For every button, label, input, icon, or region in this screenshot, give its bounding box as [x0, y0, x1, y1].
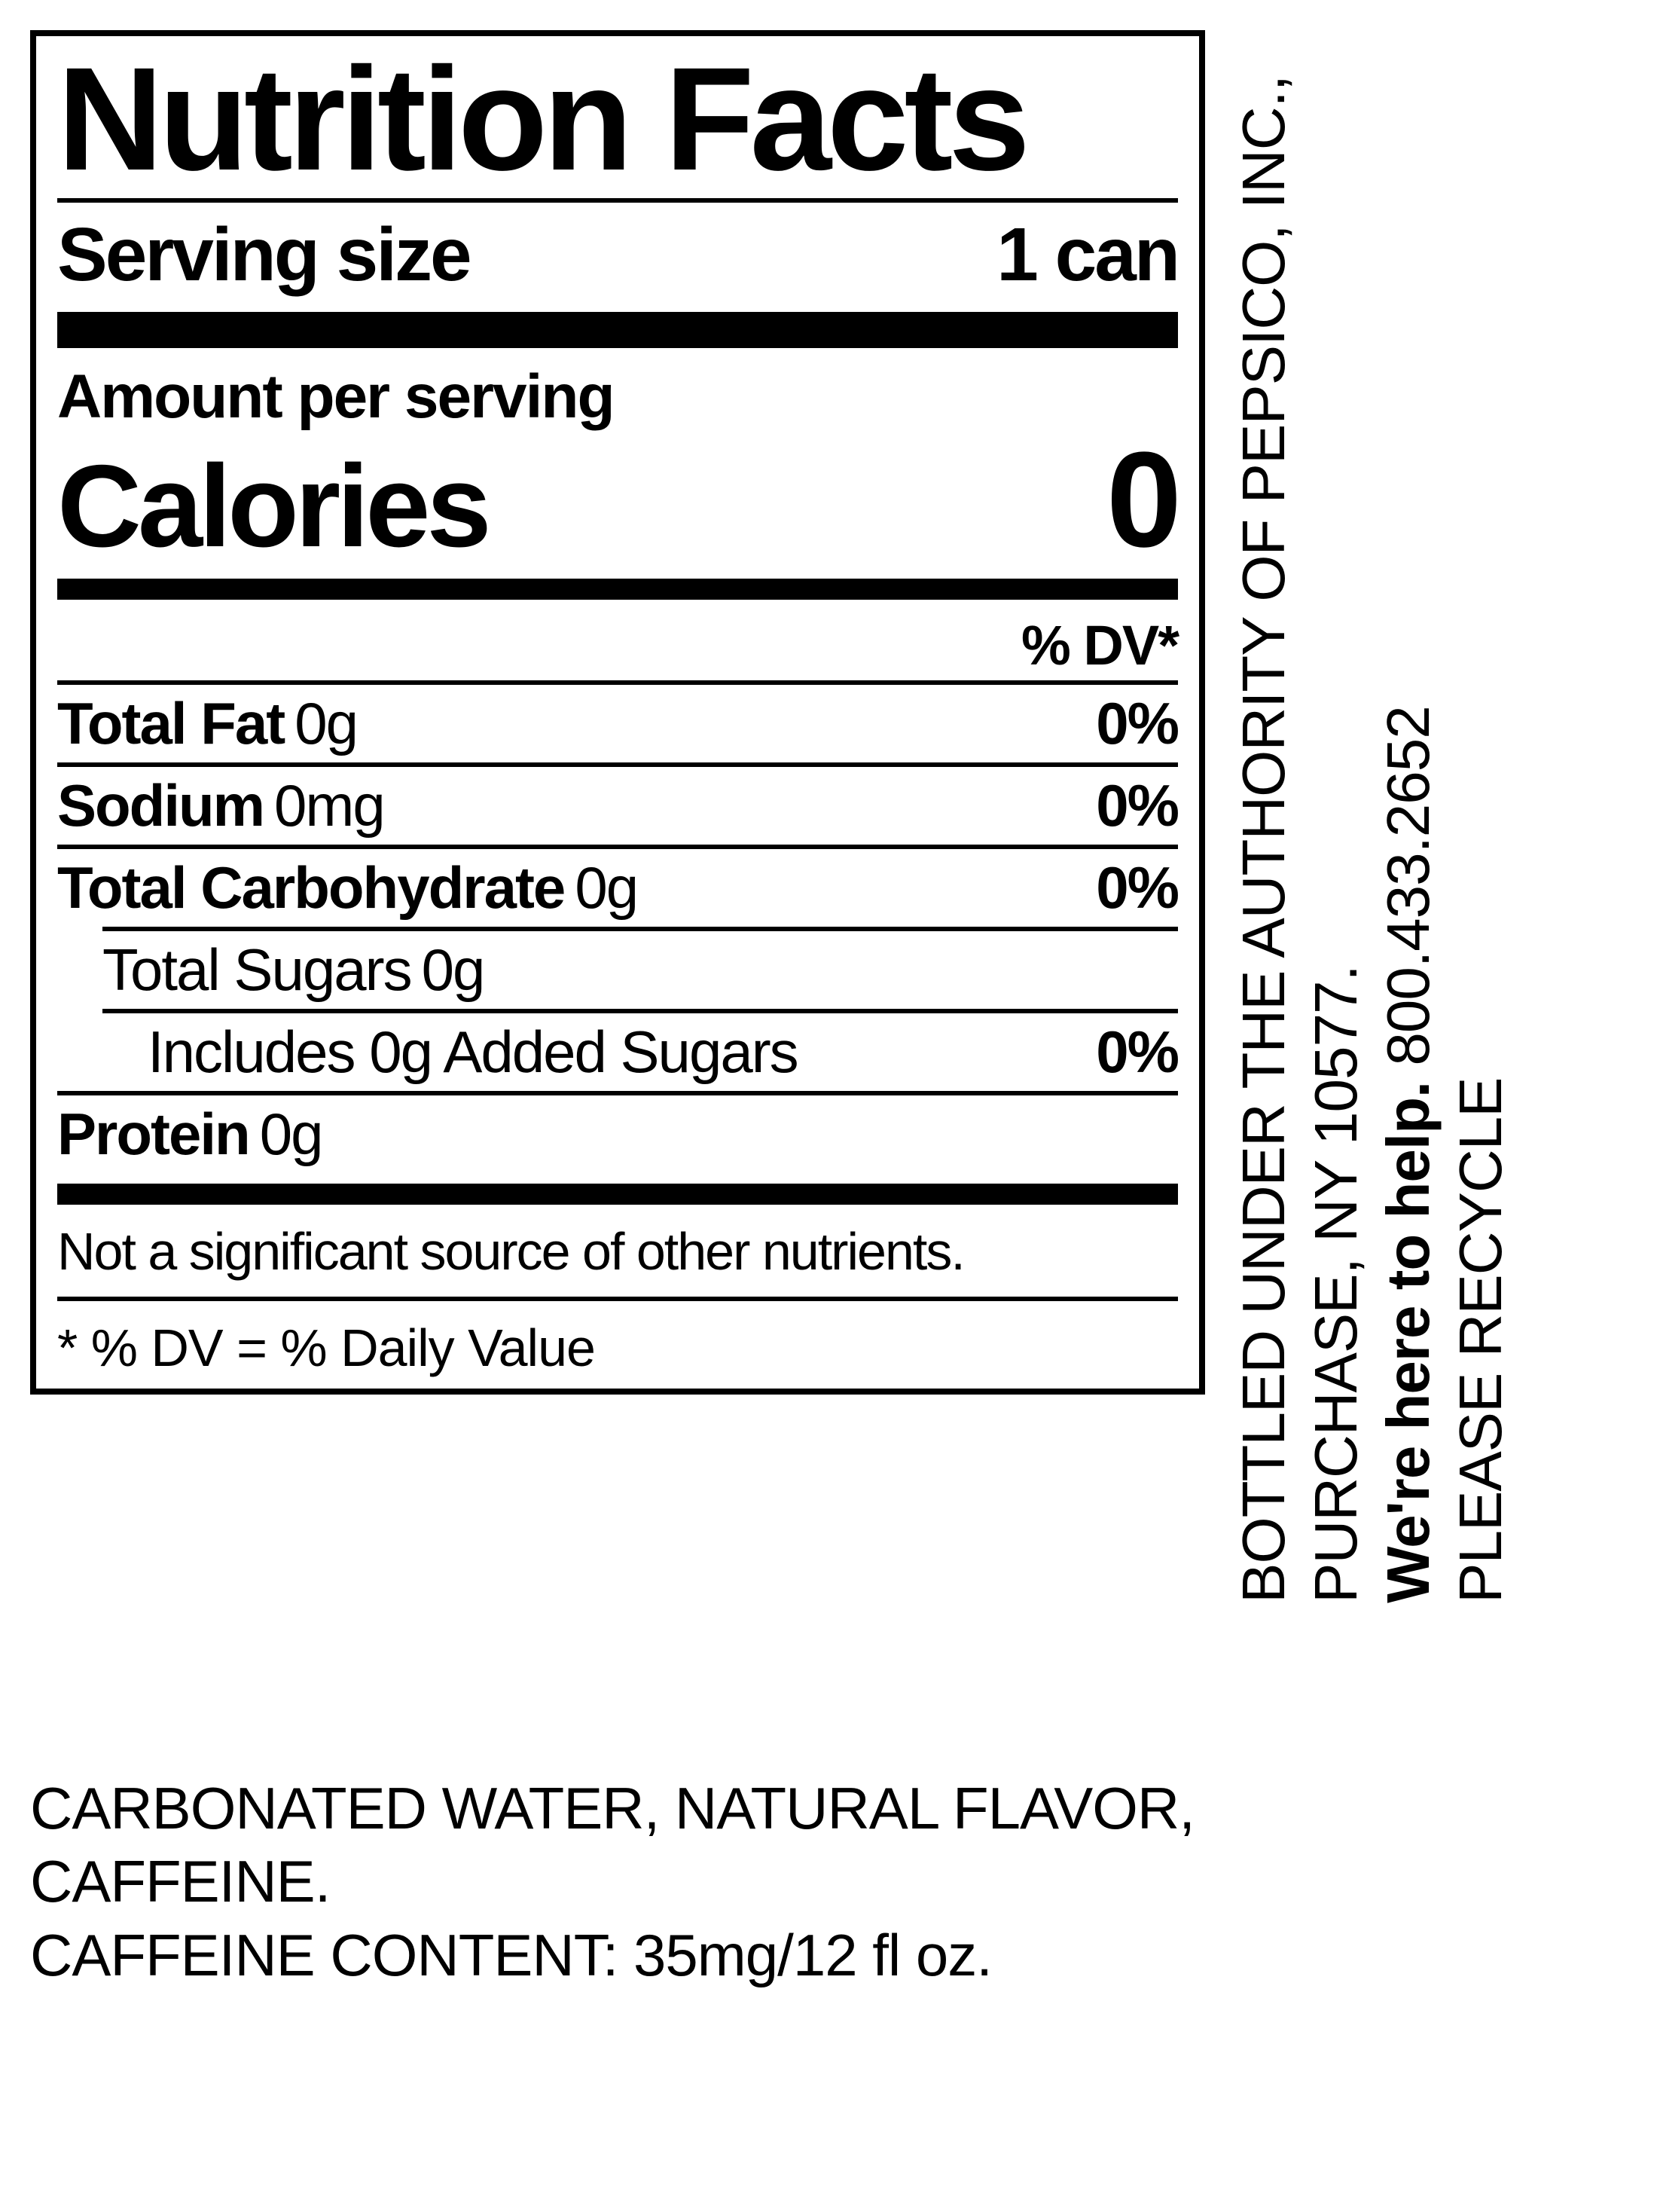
nutrient-dv: 0%	[1096, 854, 1178, 922]
nutrient-left: Includes 0g Added Sugars	[148, 1018, 798, 1086]
nutrient-row: Total Fat0g 0%	[57, 685, 1178, 762]
dv-header: % DV*	[57, 610, 1178, 680]
nutrition-facts-panel: Nutrition Facts Serving size 1 can Amoun…	[30, 30, 1205, 1395]
rule-heavy	[57, 1184, 1178, 1205]
label-wrapper: Nutrition Facts Serving size 1 can Amoun…	[30, 30, 1627, 1754]
nutrient-name: Includes 0g Added Sugars	[148, 1018, 798, 1086]
nutrient-left: Total Sugars0g	[102, 936, 484, 1004]
side-text: BOTTLED UNDER THE AUTHORITY OF PEPSICO, …	[1228, 30, 1517, 1754]
nutrient-name: Sodium	[57, 771, 264, 840]
nutrient-row: Includes 0g Added Sugars 0%	[57, 1013, 1178, 1091]
serving-size-label: Serving size	[57, 212, 470, 298]
nutrient-amount: 0mg	[274, 771, 384, 840]
nutrient-left: Protein0g	[57, 1100, 322, 1169]
nutrient-list: Total Fat0g0%Sodium0mg0%Total Carbohydra…	[57, 680, 1178, 1173]
nutrient-row: Total Carbohydrate0g 0%	[57, 849, 1178, 927]
nutrient-amount: 0g	[294, 689, 357, 758]
nutrient-row: Protein0g	[57, 1095, 1178, 1173]
nutrient-dv: 0%	[1096, 689, 1178, 758]
serving-size-value: 1 can	[996, 212, 1178, 298]
bottom-text: CARBONATED WATER, NATURAL FLAVOR, CAFFEI…	[30, 1772, 1461, 1993]
rule	[57, 1297, 1178, 1301]
nutrient-row: Sodium0mg 0%	[57, 767, 1178, 845]
nutrient-dv: 0%	[1096, 1018, 1178, 1086]
serving-size-row: Serving size 1 can	[57, 212, 1178, 298]
nutrient-name: Total Fat	[57, 689, 284, 758]
nutrient-name: Total Sugars	[102, 936, 411, 1004]
nutrient-amount: 0g	[260, 1100, 322, 1169]
nutrient-row: Total Sugars0g	[57, 931, 1178, 1009]
amount-per-serving: Amount per serving	[57, 362, 1178, 432]
side-line-3b: 800.433.2652	[1375, 706, 1442, 1082]
nutrient-name: Total Carbohydrate	[57, 854, 564, 922]
calories-label: Calories	[57, 448, 488, 564]
ingredients-line: CARBONATED WATER, NATURAL FLAVOR, CAFFEI…	[30, 1772, 1461, 1919]
footnote-not-significant: Not a significant source of other nutrie…	[57, 1215, 1178, 1288]
nutrient-dv: 0%	[1096, 771, 1178, 840]
side-line-3a: We're here to help.	[1375, 1082, 1442, 1603]
rule-thick	[57, 312, 1178, 348]
nutrient-left: Total Carbohydrate0g	[57, 854, 637, 922]
nutrient-name: Protein	[57, 1100, 249, 1169]
rule-heavy	[57, 579, 1178, 600]
side-line-3: We're here to help. 800.433.2652	[1372, 75, 1445, 1603]
panel-title: Nutrition Facts	[57, 50, 1178, 189]
nutrient-amount: 0g	[422, 936, 484, 1004]
caffeine-line: CAFFEINE CONTENT: 35mg/12 fl oz.	[30, 1919, 1461, 1993]
calories-value: 0	[1106, 432, 1178, 568]
side-line-2: PURCHASE, NY 10577.	[1300, 75, 1372, 1603]
side-line-4: PLEASE RECYCLE	[1445, 75, 1517, 1603]
nutrient-amount: 0g	[575, 854, 637, 922]
side-line-1: BOTTLED UNDER THE AUTHORITY OF PEPSICO, …	[1228, 75, 1300, 1603]
nutrient-left: Sodium0mg	[57, 771, 384, 840]
calories-row: Calories 0	[57, 432, 1178, 568]
nutrient-left: Total Fat0g	[57, 689, 357, 758]
footnote-dv: * % DV = % Daily Value	[57, 1310, 1178, 1382]
